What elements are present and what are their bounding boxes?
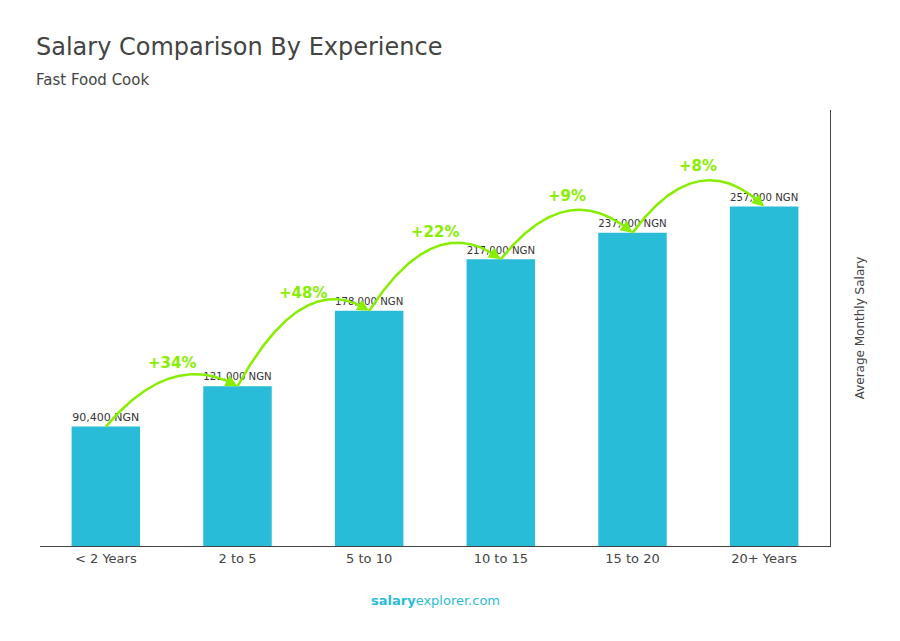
svg-text:217,000 NGN: 217,000 NGN [467,245,535,256]
svg-text:237,000 NGN: 237,000 NGN [598,218,666,229]
svg-text:15 to 20: 15 to 20 [605,551,659,566]
svg-text:salaryexplorer.com: salaryexplorer.com [371,593,500,608]
svg-text:20+ Years: 20+ Years [731,551,797,566]
svg-text:Salary Comparison By Experienc: Salary Comparison By Experience [36,33,442,61]
svg-text:10 to 15: 10 to 15 [474,551,528,566]
svg-text:+48%: +48% [279,284,327,302]
svg-text:+8%: +8% [679,157,717,175]
svg-text:257,000 NGN: 257,000 NGN [730,192,798,203]
svg-text:2 to 5: 2 to 5 [219,551,257,566]
svg-text:+34%: +34% [148,354,196,372]
svg-text:< 2 Years: < 2 Years [75,551,137,566]
svg-text:+9%: +9% [548,187,586,205]
svg-text:5 to 10: 5 to 10 [346,551,392,566]
svg-text:90,400 NGN: 90,400 NGN [72,411,139,424]
svg-text:Fast Food Cook: Fast Food Cook [36,71,149,89]
svg-text:+22%: +22% [411,223,459,241]
svg-text:Average Monthly Salary: Average Monthly Salary [853,257,867,400]
svg-text:178,000 NGN: 178,000 NGN [335,296,403,307]
svg-text:121,000 NGN: 121,000 NGN [203,371,271,382]
